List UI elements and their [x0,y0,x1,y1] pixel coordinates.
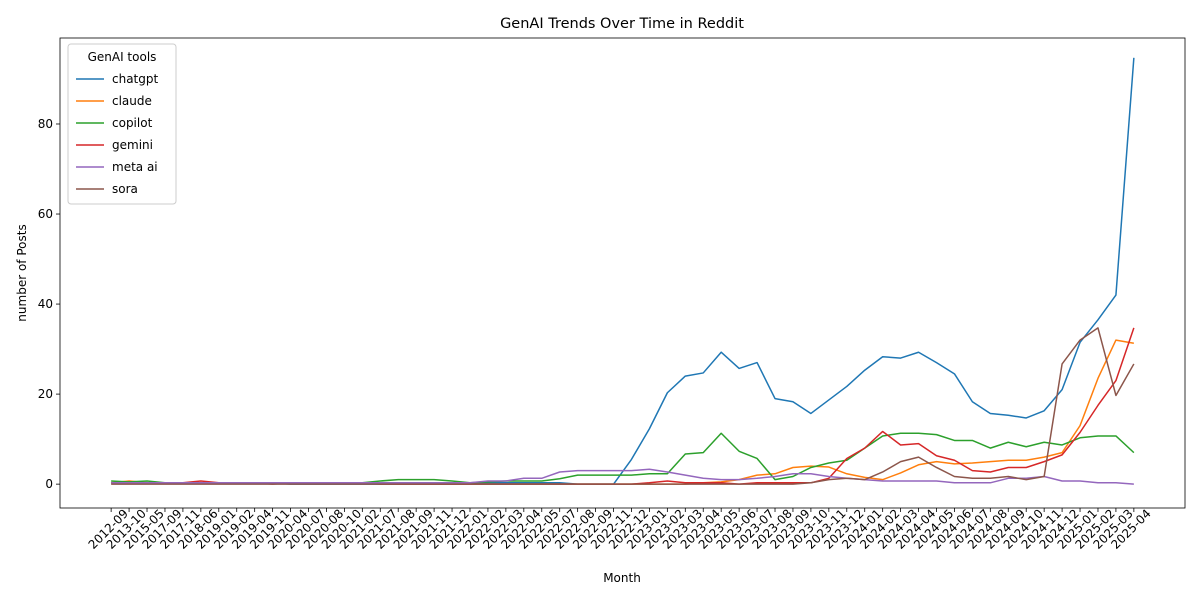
plot-frame [59,37,1186,509]
legend-label: meta ai [112,160,158,174]
legend-box [67,43,177,205]
y-tick-label: 40 [38,297,53,311]
y-tick-label: 20 [38,387,53,401]
series-line [111,327,1135,485]
legend-label: chatgpt [112,72,158,86]
legend-label: copilot [112,116,153,130]
legend-label: sora [112,182,138,196]
series-line [111,468,1134,485]
chart-title: GenAI Trends Over Time in Reddit [500,16,744,32]
legend-label: claude [112,94,152,108]
y-tick-label: 80 [38,117,53,131]
y-tick-label: 60 [38,207,53,221]
legend-title: GenAI tools [88,50,157,64]
x-axis-label: Month [603,571,641,585]
legend-label: gemini [112,138,153,152]
y-axis-label: number of Posts [15,224,29,321]
y-tick-label: 0 [45,477,53,491]
